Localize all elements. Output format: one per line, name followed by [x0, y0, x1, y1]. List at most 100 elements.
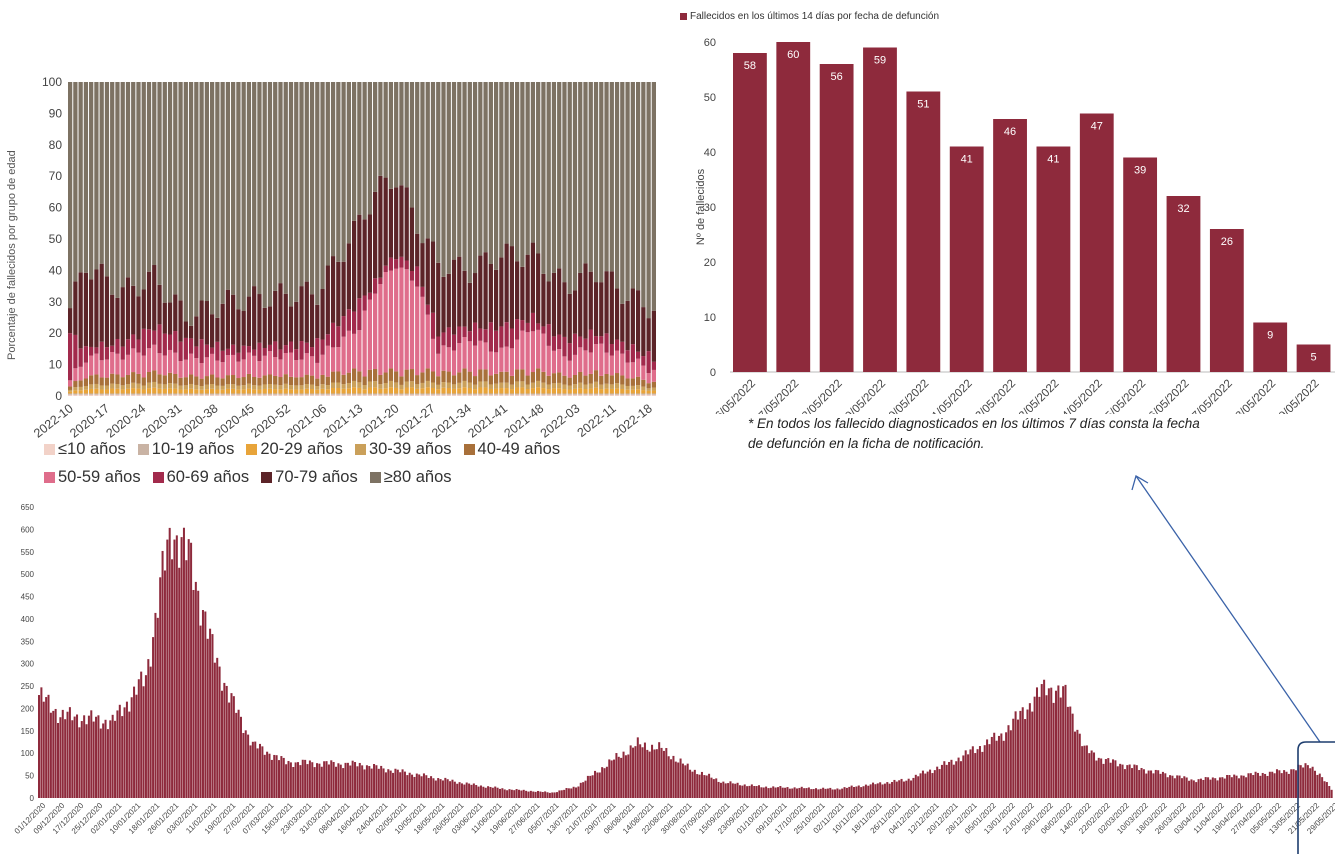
bar	[1104, 759, 1107, 798]
bar	[898, 780, 901, 798]
bar-segment	[162, 355, 167, 376]
bar-segment	[225, 384, 231, 389]
bar-segment	[446, 371, 451, 383]
bar-segment	[530, 393, 536, 395]
bar-segment	[252, 385, 257, 390]
bar-segment	[373, 393, 378, 395]
bar	[109, 720, 112, 798]
bar	[717, 781, 720, 798]
bar	[1178, 775, 1181, 798]
bar	[168, 527, 171, 798]
bar-segment	[351, 311, 357, 334]
bar	[209, 628, 212, 798]
bar-segment	[599, 375, 604, 385]
bar-segment	[167, 82, 173, 303]
legend-label: 40-49 años	[477, 439, 561, 458]
bar-segment	[241, 389, 246, 394]
bar	[1100, 758, 1103, 798]
bar-segment	[530, 394, 536, 396]
bar	[147, 659, 150, 798]
bar	[577, 786, 580, 798]
bar	[1173, 778, 1176, 798]
bar-segment	[194, 82, 199, 317]
bar-segment	[578, 382, 583, 389]
bar-segment	[252, 389, 257, 394]
bar-segment	[246, 82, 252, 297]
bar	[1216, 780, 1219, 798]
bar-segment	[599, 393, 604, 395]
bar	[40, 687, 43, 798]
bar	[223, 682, 226, 798]
bar-segment	[188, 325, 194, 339]
bar-segment	[557, 349, 562, 373]
bar	[465, 782, 468, 798]
bar	[373, 763, 376, 798]
legend-label: 50-59 años	[58, 467, 141, 486]
bar-segment	[604, 333, 609, 353]
bar-segment	[409, 387, 415, 394]
bar-segment	[146, 394, 152, 396]
legend-label: ≤10 años	[58, 439, 126, 458]
y-tick-label: 350	[21, 637, 35, 646]
bar-segment	[141, 328, 146, 356]
legend-item: 10-19 años	[137, 440, 234, 459]
bar-segment	[488, 322, 493, 352]
bar-segment	[278, 393, 283, 395]
bar	[299, 765, 302, 798]
bar	[822, 787, 825, 798]
bar-segment	[362, 394, 367, 396]
bar-segment	[83, 272, 89, 347]
bar	[1188, 780, 1191, 798]
bar-segment	[241, 311, 246, 346]
bar-segment	[199, 363, 204, 379]
bar-segment	[383, 177, 388, 266]
bar-segment	[593, 336, 599, 345]
bar-segment	[215, 82, 220, 318]
bar-segment	[525, 375, 530, 385]
bar-segment	[509, 246, 515, 329]
bar-segment	[68, 380, 73, 387]
bar-segment	[520, 381, 525, 388]
bar-segment	[493, 383, 499, 389]
bar-segment	[588, 271, 593, 330]
y-tick-label: 500	[21, 570, 35, 579]
bar	[824, 788, 827, 798]
bar-segment	[167, 334, 173, 350]
bar-segment	[536, 387, 541, 394]
bar-segment	[641, 386, 646, 391]
bar-segment	[94, 388, 99, 394]
bar-segment	[110, 345, 115, 353]
bar-segment	[562, 375, 567, 385]
bar-segment	[430, 382, 436, 388]
bar-segment	[367, 393, 373, 395]
bar-segment	[404, 260, 409, 270]
bar-segment	[220, 394, 225, 396]
bar-segment	[225, 82, 231, 290]
bar-segment	[320, 384, 325, 389]
bar-segment	[567, 293, 572, 344]
bar	[1211, 777, 1214, 798]
bar-segment	[315, 338, 320, 363]
x-tick-label: 20/05/2022	[882, 378, 931, 414]
bar-segment	[614, 394, 620, 396]
bar-segment	[89, 346, 94, 356]
bar	[1254, 771, 1257, 798]
bar-segment	[83, 82, 89, 273]
legend-item: 30-39 años	[354, 440, 452, 459]
bar	[567, 788, 570, 798]
bar-segment	[309, 294, 315, 348]
bar-segment	[330, 382, 336, 389]
bar-segment	[125, 277, 131, 340]
bar-segment	[204, 393, 209, 395]
bar	[855, 786, 858, 798]
bar-segment	[625, 385, 630, 390]
bar	[489, 786, 492, 798]
bar-segment	[578, 336, 583, 348]
bar-segment	[394, 371, 399, 383]
bar	[624, 755, 627, 798]
bar-segment	[436, 82, 441, 263]
bar-segment	[120, 389, 125, 394]
bar-segment	[404, 387, 409, 394]
bar-segment	[209, 384, 215, 389]
bar-segment	[231, 393, 236, 395]
